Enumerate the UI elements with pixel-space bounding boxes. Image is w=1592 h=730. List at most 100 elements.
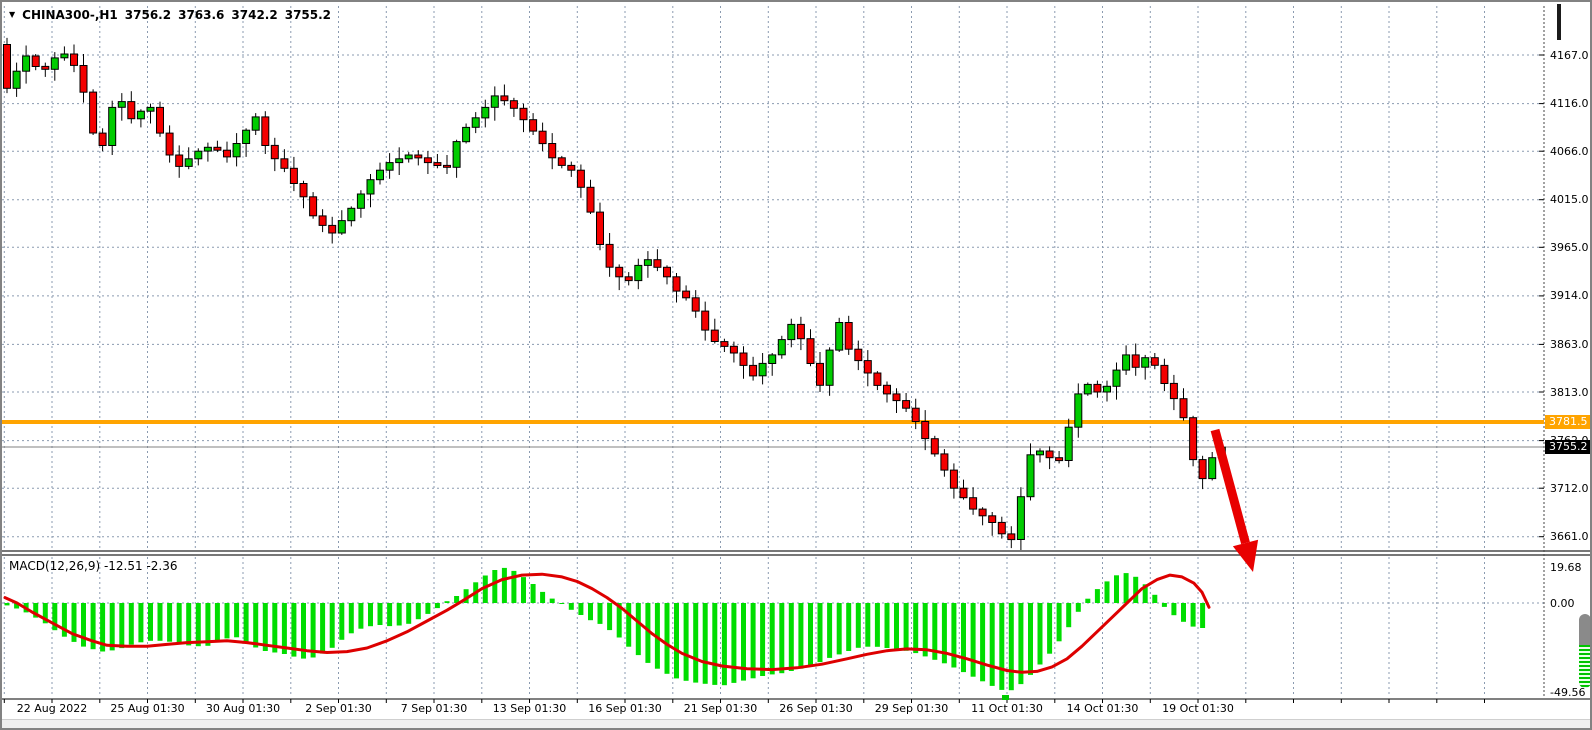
candle	[70, 53, 78, 66]
candle	[729, 345, 738, 354]
candle	[184, 158, 193, 167]
candle	[404, 154, 413, 160]
candle	[969, 497, 978, 510]
candle	[596, 211, 604, 246]
candle	[309, 196, 318, 217]
candle	[911, 407, 920, 423]
candles	[3, 37, 1226, 550]
price-axis-label: 3813.0	[1550, 385, 1589, 399]
candle	[825, 349, 834, 386]
candle	[1083, 383, 1092, 395]
candle	[1036, 450, 1044, 456]
candle	[108, 106, 117, 146]
time-axis-label: 30 Aug 01:30	[205, 702, 281, 715]
candle	[452, 141, 461, 168]
price-axis-label: 3863.0	[1550, 337, 1589, 351]
candle	[356, 193, 365, 209]
candle	[720, 341, 729, 347]
candle	[299, 183, 308, 198]
candle	[777, 339, 786, 356]
window-bottom-margin	[2, 719, 1590, 728]
candle	[1179, 398, 1188, 419]
candle	[701, 310, 710, 331]
price-axis-scroll-marker[interactable]	[1557, 4, 1561, 40]
candle	[1160, 364, 1169, 384]
candle	[376, 169, 384, 181]
candle	[624, 276, 633, 282]
candle	[749, 364, 758, 377]
macd-histogram	[4, 567, 1206, 691]
time-axis-label: 16 Sep 01:30	[588, 702, 662, 715]
axis-marker	[1002, 695, 1009, 700]
candle	[988, 515, 997, 523]
candle	[213, 146, 222, 151]
candle	[156, 106, 164, 134]
candle	[921, 421, 930, 440]
candle	[787, 323, 796, 341]
candle	[481, 106, 490, 119]
candle	[1198, 459, 1207, 480]
candle	[567, 164, 576, 171]
price-axis-label: 3914.0	[1550, 289, 1589, 303]
price-axis-label: 4116.0	[1550, 97, 1589, 111]
candle	[318, 215, 327, 226]
candle	[203, 146, 212, 152]
candle	[844, 322, 853, 350]
candle	[538, 130, 547, 145]
candle	[672, 276, 681, 292]
candle	[586, 186, 595, 213]
candle	[959, 487, 968, 499]
ohlc-low: 3742.2	[231, 8, 278, 22]
macd-scrollbar[interactable]	[1579, 614, 1590, 688]
candle	[22, 55, 31, 72]
time-axis-label: 21 Sep 01:30	[683, 702, 758, 715]
price-axis-label: 3965.0	[1550, 240, 1589, 254]
candle	[1055, 457, 1064, 462]
trend-arrow[interactable]	[1210, 428, 1259, 572]
price-axis-label: 4066.0	[1550, 144, 1589, 158]
ohlc-close: 3755.2	[284, 8, 332, 22]
macd-scrollbar-stripes	[1579, 645, 1590, 688]
candle	[31, 55, 40, 67]
ohlc-open: 3756.2	[124, 8, 172, 22]
candle	[940, 453, 949, 471]
candle	[270, 144, 279, 160]
candle	[1026, 454, 1035, 498]
candle	[433, 162, 442, 167]
macd-axis-label: 0.00	[1550, 596, 1575, 610]
horizontal-line-3781[interactable]	[2, 420, 1544, 424]
candle	[1189, 417, 1198, 461]
candle	[1045, 450, 1054, 459]
candle	[117, 101, 126, 108]
candle	[854, 348, 863, 362]
candle	[653, 259, 662, 268]
candle	[347, 207, 356, 222]
pane-resize-handle[interactable]	[2, 549, 1590, 557]
candle	[490, 95, 499, 108]
price-axis-label: 4015.0	[1550, 193, 1589, 207]
candle	[12, 70, 21, 89]
candle	[739, 352, 748, 366]
last-price-badge: 3755.2	[1545, 440, 1590, 455]
candle	[136, 110, 145, 120]
candle	[949, 469, 958, 489]
candle	[443, 164, 451, 168]
candle	[796, 323, 805, 340]
candle	[89, 91, 98, 134]
candle	[643, 259, 652, 266]
price-axis-label: 3661.0	[1550, 530, 1589, 544]
candle	[50, 57, 59, 70]
macd-signal-line	[3, 572, 1211, 674]
candle	[1064, 426, 1073, 462]
candle	[1169, 382, 1178, 400]
candle	[605, 243, 614, 268]
candle	[41, 65, 50, 70]
symbol-dropdown-icon: ▼	[9, 9, 16, 19]
candle	[289, 167, 298, 185]
time-axis-label: 25 Aug 01:30	[110, 702, 185, 715]
candle	[79, 65, 88, 93]
candle	[414, 154, 423, 159]
candle	[873, 372, 882, 386]
